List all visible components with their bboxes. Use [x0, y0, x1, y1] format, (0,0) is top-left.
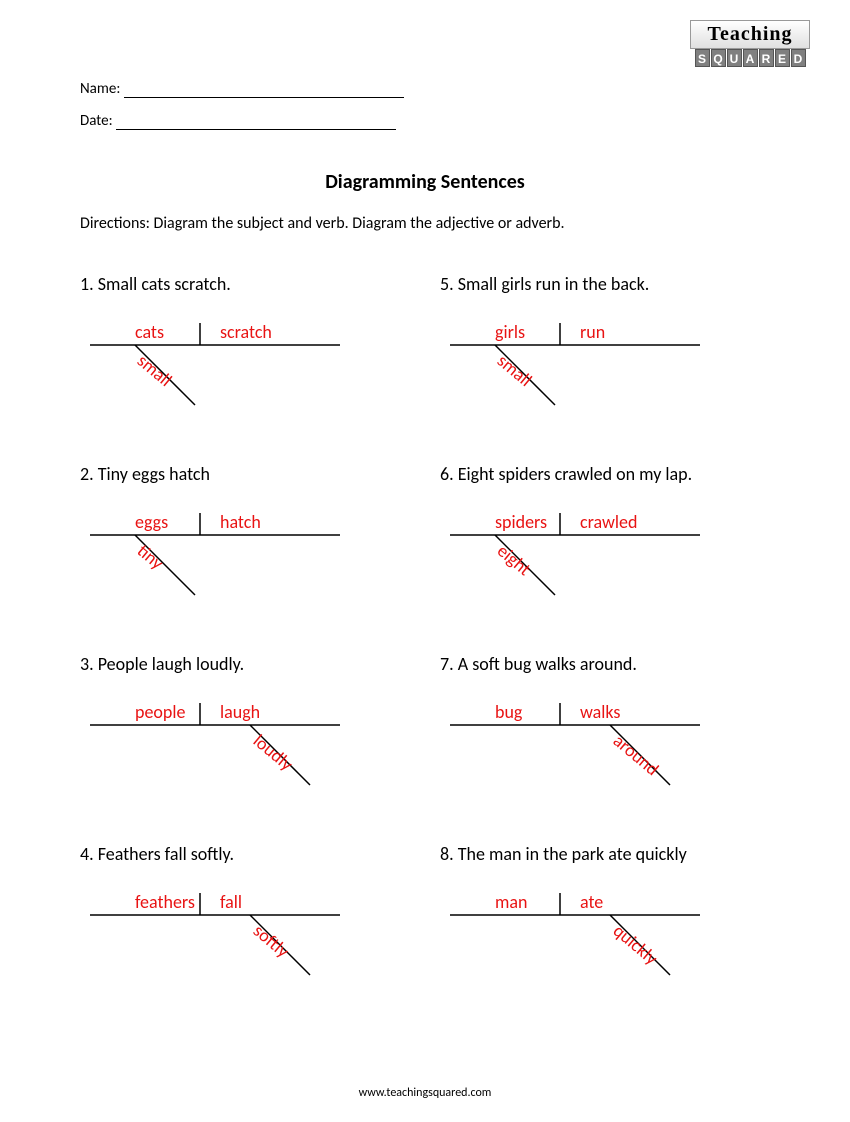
diagram-subject: spiders	[495, 511, 547, 533]
problem: 8. The man in the park ate quickly man ate…	[440, 843, 770, 1023]
problem: 3. People laugh loudly.peoplelaughloudly	[80, 653, 410, 833]
logo-letter: Q	[711, 49, 726, 67]
sentence-text: 6. Eight spiders crawled on my lap.	[440, 463, 770, 485]
problem: 4. Feathers fall softly.feathersfallsoft…	[80, 843, 410, 1023]
problems-grid: 1. Small cats scratch.catsscratchsmall5.…	[80, 273, 770, 1023]
sentence-diagram: bugwalksaround	[440, 695, 720, 805]
sentence-text: 4. Feathers fall softly.	[80, 843, 410, 865]
sentence-diagram: feathersfallsoftly	[80, 885, 360, 995]
directions-text: Directions: Diagram the subject and verb…	[80, 214, 770, 233]
logo-top-text: Teaching	[690, 20, 810, 49]
diagram-subject: cats	[135, 321, 164, 343]
diagram-subject: man	[495, 891, 527, 913]
sentence-diagram: eggshatchtiny	[80, 505, 360, 615]
header-fields: Name: Date:	[80, 80, 770, 130]
diagram-subject: bug	[495, 701, 522, 723]
problem: 2. Tiny eggs hatcheggshatchtiny	[80, 463, 410, 643]
diagram-verb: fall	[220, 891, 242, 913]
logo-letter: S	[695, 49, 710, 67]
diagram-subject: eggs	[135, 511, 168, 533]
date-field-row: Date:	[80, 112, 770, 130]
diagram-verb: walks	[580, 701, 620, 723]
name-field-row: Name:	[80, 80, 770, 98]
problem: 5. Small girls run in the back.girlsruns…	[440, 273, 770, 453]
logo-letter: A	[743, 49, 758, 67]
diagram-subject: feathers	[135, 891, 195, 913]
worksheet-page: Teaching S Q U A R E D Name: Date: Diagr…	[0, 0, 850, 1053]
diagram-subject: girls	[495, 321, 525, 343]
logo-bottom-row: S Q U A R E D	[690, 49, 810, 67]
logo-letter: E	[775, 49, 790, 67]
diagram-verb: crawled	[580, 511, 637, 533]
footer-url: www.teachingsquared.com	[0, 1086, 850, 1100]
diagram-verb: laugh	[220, 701, 260, 723]
logo-letter: R	[759, 49, 774, 67]
sentence-diagram: catsscratchsmall	[80, 315, 360, 425]
sentence-diagram: girlsrunsmall	[440, 315, 720, 425]
diagram-subject: people	[135, 701, 185, 723]
sentence-text: 1. Small cats scratch.	[80, 273, 410, 295]
date-input-line[interactable]	[116, 114, 396, 130]
sentence-text: 3. People laugh loudly.	[80, 653, 410, 675]
sentence-diagram: spiderscrawledeight	[440, 505, 720, 615]
name-input-line[interactable]	[124, 82, 404, 98]
sentence-diagram: manatequickly	[440, 885, 720, 995]
sentence-text: 8. The man in the park ate quickly	[440, 843, 770, 865]
problem: 6. Eight spiders crawled on my lap. spide…	[440, 463, 770, 643]
date-label: Date:	[80, 112, 113, 130]
name-label: Name:	[80, 80, 120, 98]
diagram-verb: scratch	[220, 321, 272, 343]
diagram-verb: hatch	[220, 511, 261, 533]
logo-letter: U	[727, 49, 742, 67]
sentence-diagram: peoplelaughloudly	[80, 695, 360, 805]
brand-logo: Teaching S Q U A R E D	[690, 20, 810, 70]
diagram-verb: run	[580, 321, 605, 343]
sentence-text: 5. Small girls run in the back.	[440, 273, 770, 295]
page-title: Diagramming Sentences	[80, 170, 770, 194]
sentence-text: 7. A soft bug walks around.	[440, 653, 770, 675]
sentence-text: 2. Tiny eggs hatch	[80, 463, 410, 485]
diagram-verb: ate	[580, 891, 603, 913]
logo-letter: D	[791, 49, 806, 67]
problem: 1. Small cats scratch.catsscratchsmall	[80, 273, 410, 453]
problem: 7. A soft bug walks around.bugwalksaroun…	[440, 653, 770, 833]
